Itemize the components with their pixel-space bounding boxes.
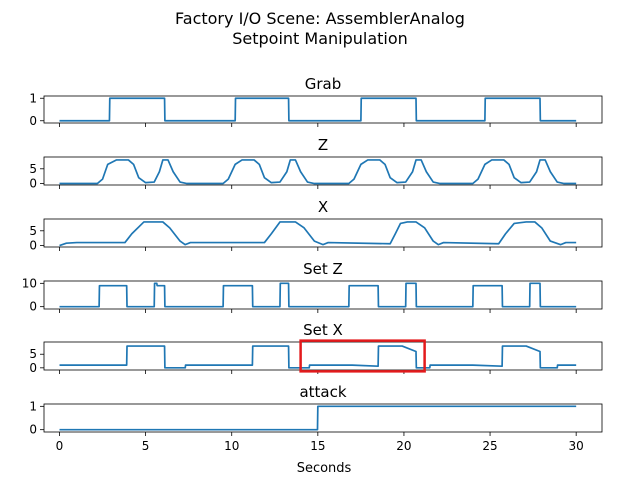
subplot-title: Z <box>318 136 328 154</box>
shared-x-axis: 0 5 10 15 20 25 30 <box>56 439 584 453</box>
x-tick-label: 20 <box>396 439 411 453</box>
subplot-title: Grab <box>305 75 342 93</box>
subplot-3: Set Z 0 10 <box>22 260 603 314</box>
y-tick-label: 5 <box>29 347 37 361</box>
x-tick-label: 0 <box>56 439 64 453</box>
subplot-2: X 05 <box>29 198 603 253</box>
subplot-5: attack 0 1 <box>29 383 603 437</box>
y-tick-label: 5 <box>29 162 37 176</box>
series-line-set-z <box>59 282 577 308</box>
subplot-title: X <box>318 198 328 216</box>
axes-frame <box>43 280 603 310</box>
y-tick-label: 0 <box>29 361 37 375</box>
y-tick-label: 0 <box>29 177 37 191</box>
subplot-4: Set X 05 <box>29 321 603 375</box>
y-tick-label: 1 <box>29 91 37 105</box>
series-line-x <box>59 221 577 247</box>
y-tick-label: 0 <box>29 114 37 128</box>
subplot-1: Z 05 <box>29 136 603 191</box>
series-line-set-x <box>59 345 577 369</box>
y-tick-label: 0 <box>29 239 37 253</box>
y-tick-label: 0 <box>29 423 37 437</box>
axes-frame <box>43 403 603 433</box>
y-tick-label: 10 <box>22 276 37 290</box>
axes-frame <box>43 95 603 124</box>
axes-frame <box>43 218 603 248</box>
x-axis-label: Seconds <box>297 461 352 476</box>
axes-frame <box>43 156 603 186</box>
axes-frame <box>43 341 603 371</box>
y-tick-label: 5 <box>29 224 37 238</box>
subplot-title: Set X <box>303 321 343 339</box>
x-tick-label: 25 <box>482 439 497 453</box>
subplot-title: attack <box>299 383 346 401</box>
x-tick-label: 10 <box>224 439 239 453</box>
x-tick-label: 5 <box>142 439 150 453</box>
subplot-0: Grab 0 1 <box>29 75 603 128</box>
figure-title-line-1: Factory I/O Scene: AssemblerAnalog <box>175 9 465 28</box>
figure-title-line-2: Setpoint Manipulation <box>232 29 408 48</box>
y-tick-label: 0 <box>29 300 37 314</box>
series-line-attack <box>59 405 577 431</box>
highlight-box <box>299 339 426 373</box>
series-line-grab <box>59 97 577 122</box>
x-tick-label: 30 <box>569 439 584 453</box>
series-line-z <box>59 159 577 185</box>
subplot-title: Set Z <box>303 260 343 278</box>
x-tick-label: 15 <box>310 439 325 453</box>
y-tick-label: 1 <box>29 399 37 413</box>
